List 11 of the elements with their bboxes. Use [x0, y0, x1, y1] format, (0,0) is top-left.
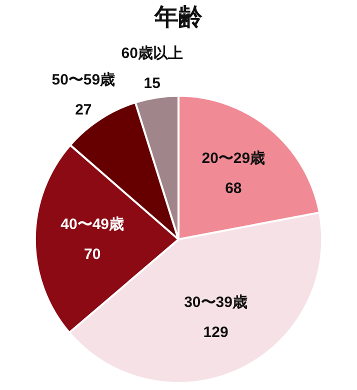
slice-label: 50〜59歳 [52, 71, 116, 88]
data-label: 70 [84, 246, 101, 264]
slice-label: 60歳以上 [121, 44, 183, 62]
slice-label: 30〜39歳 [184, 294, 248, 312]
data-label: 129 [203, 324, 228, 342]
data-label: 68 [225, 180, 242, 198]
data-label: 15 [144, 74, 160, 92]
slice-label: 40〜49歳 [60, 216, 124, 234]
chart-title: 年齢 [154, 4, 204, 32]
slice-label: 20〜29歳 [202, 150, 266, 168]
data-label: 27 [75, 101, 92, 118]
